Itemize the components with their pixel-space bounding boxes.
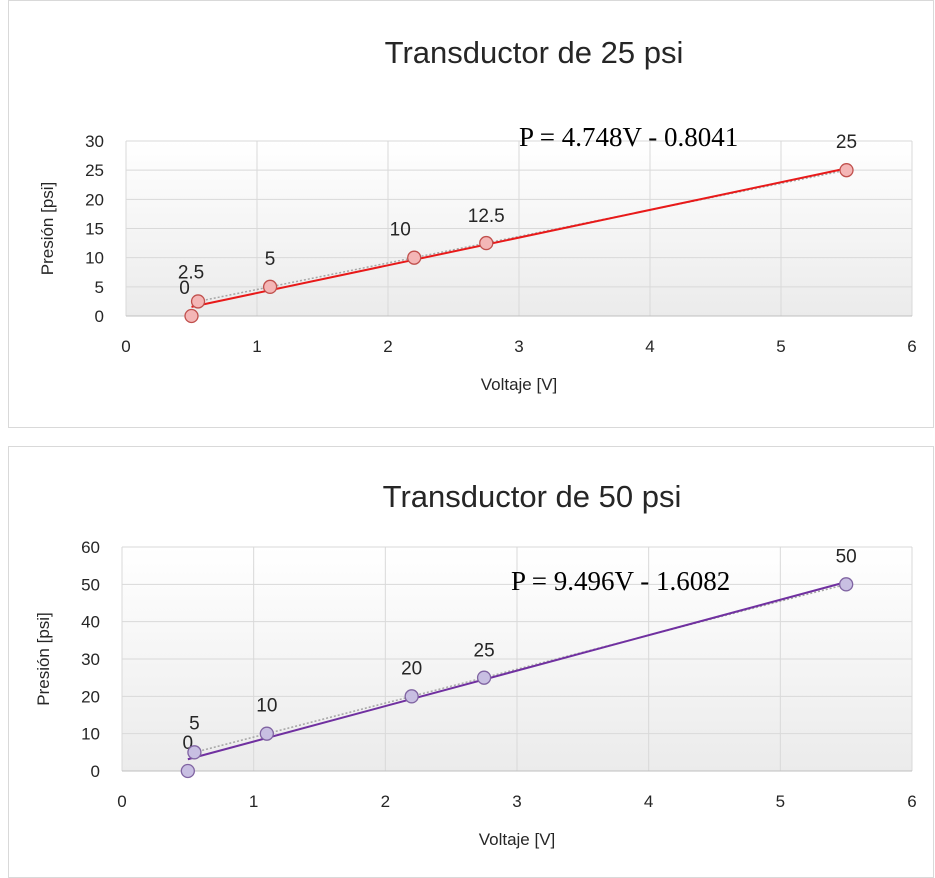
- data-label: 12.5: [468, 206, 505, 227]
- data-label: 10: [256, 696, 277, 717]
- y-tick-label: 25: [85, 161, 104, 180]
- chart-title: Transductor de 50 psi: [383, 479, 682, 514]
- y-tick-label: 30: [81, 650, 100, 669]
- x-axis-title: Voltaje [V]: [479, 830, 556, 849]
- x-tick-label: 3: [512, 792, 521, 811]
- data-label: 25: [474, 641, 495, 662]
- x-axis-title: Voltaje [V]: [481, 375, 558, 394]
- x-tick-label: 6: [907, 792, 916, 811]
- y-tick-label: 50: [81, 575, 100, 594]
- data-label: 5: [189, 713, 200, 734]
- x-tick-label: 0: [121, 337, 130, 356]
- y-tick-label: 20: [81, 687, 100, 706]
- data-label: 5: [265, 249, 276, 270]
- x-tick-label: 0: [117, 792, 126, 811]
- y-tick-label: 60: [81, 538, 100, 557]
- x-tick-label: 4: [644, 792, 653, 811]
- data-label: 0: [183, 733, 194, 754]
- data-label: 50: [836, 546, 857, 567]
- y-axis-title: Presión [psi]: [34, 612, 53, 706]
- x-tick-label: 3: [514, 337, 523, 356]
- data-point: [187, 745, 202, 760]
- data-label: 2.5: [178, 262, 204, 283]
- trendline: [187, 581, 847, 761]
- y-tick-label: 15: [85, 220, 104, 239]
- data-label: 0: [179, 278, 190, 299]
- data-point: [190, 294, 206, 309]
- y-tick-label: 0: [91, 762, 100, 781]
- data-point: [476, 670, 492, 685]
- y-tick-label: 20: [85, 190, 104, 209]
- data-point: [262, 279, 278, 294]
- y-tick-label: 5: [95, 278, 104, 297]
- data-point: [404, 689, 419, 704]
- chart-25psi: Transductor de 25 psi 0 5 10 15 20 25 30 0 1 2 3 4 5 6…: [38, 35, 917, 394]
- trendline-equation: P = 4.748V - 0.8041: [519, 122, 738, 152]
- trendline: [191, 167, 847, 308]
- data-point: [407, 250, 422, 265]
- trendline-equation: P = 9.496V - 1.6082: [511, 566, 730, 596]
- data-label: 25: [836, 132, 857, 153]
- chart-title: Transductor de 25 psi: [385, 35, 684, 70]
- y-tick-label: 10: [81, 725, 100, 744]
- data-point: [180, 763, 195, 779]
- data-point: [479, 235, 494, 251]
- data-label: 10: [390, 220, 411, 241]
- x-tick-label: 1: [249, 792, 258, 811]
- y-axis-title: Presión [psi]: [38, 182, 57, 276]
- x-tick-label: 5: [776, 792, 785, 811]
- x-tick-label: 4: [645, 337, 654, 356]
- y-tick-label: 10: [85, 249, 104, 268]
- x-tick-label: 1: [252, 337, 261, 356]
- x-tick-label: 2: [381, 792, 390, 811]
- data-point: [259, 726, 274, 741]
- data-label: 20: [401, 658, 422, 679]
- data-point: [184, 308, 199, 324]
- x-tick-label: 6: [907, 337, 916, 356]
- data-point: [839, 577, 854, 592]
- data-point: [839, 163, 854, 178]
- chart-panel-25psi: Transductor de 25 psi 0 5 10 15 20 25 30 0 1 2 3 4 5 6…: [8, 0, 934, 428]
- chart-panel-50psi: Transductor de 50 psi 0 10 20 30 40 50 60 0 1 2 3 4 5…: [8, 446, 934, 878]
- y-tick-label: 0: [95, 307, 104, 326]
- y-tick-label: 30: [85, 132, 104, 151]
- x-tick-label: 2: [383, 337, 392, 356]
- y-tick-label: 40: [81, 613, 100, 632]
- x-tick-label: 5: [776, 337, 785, 356]
